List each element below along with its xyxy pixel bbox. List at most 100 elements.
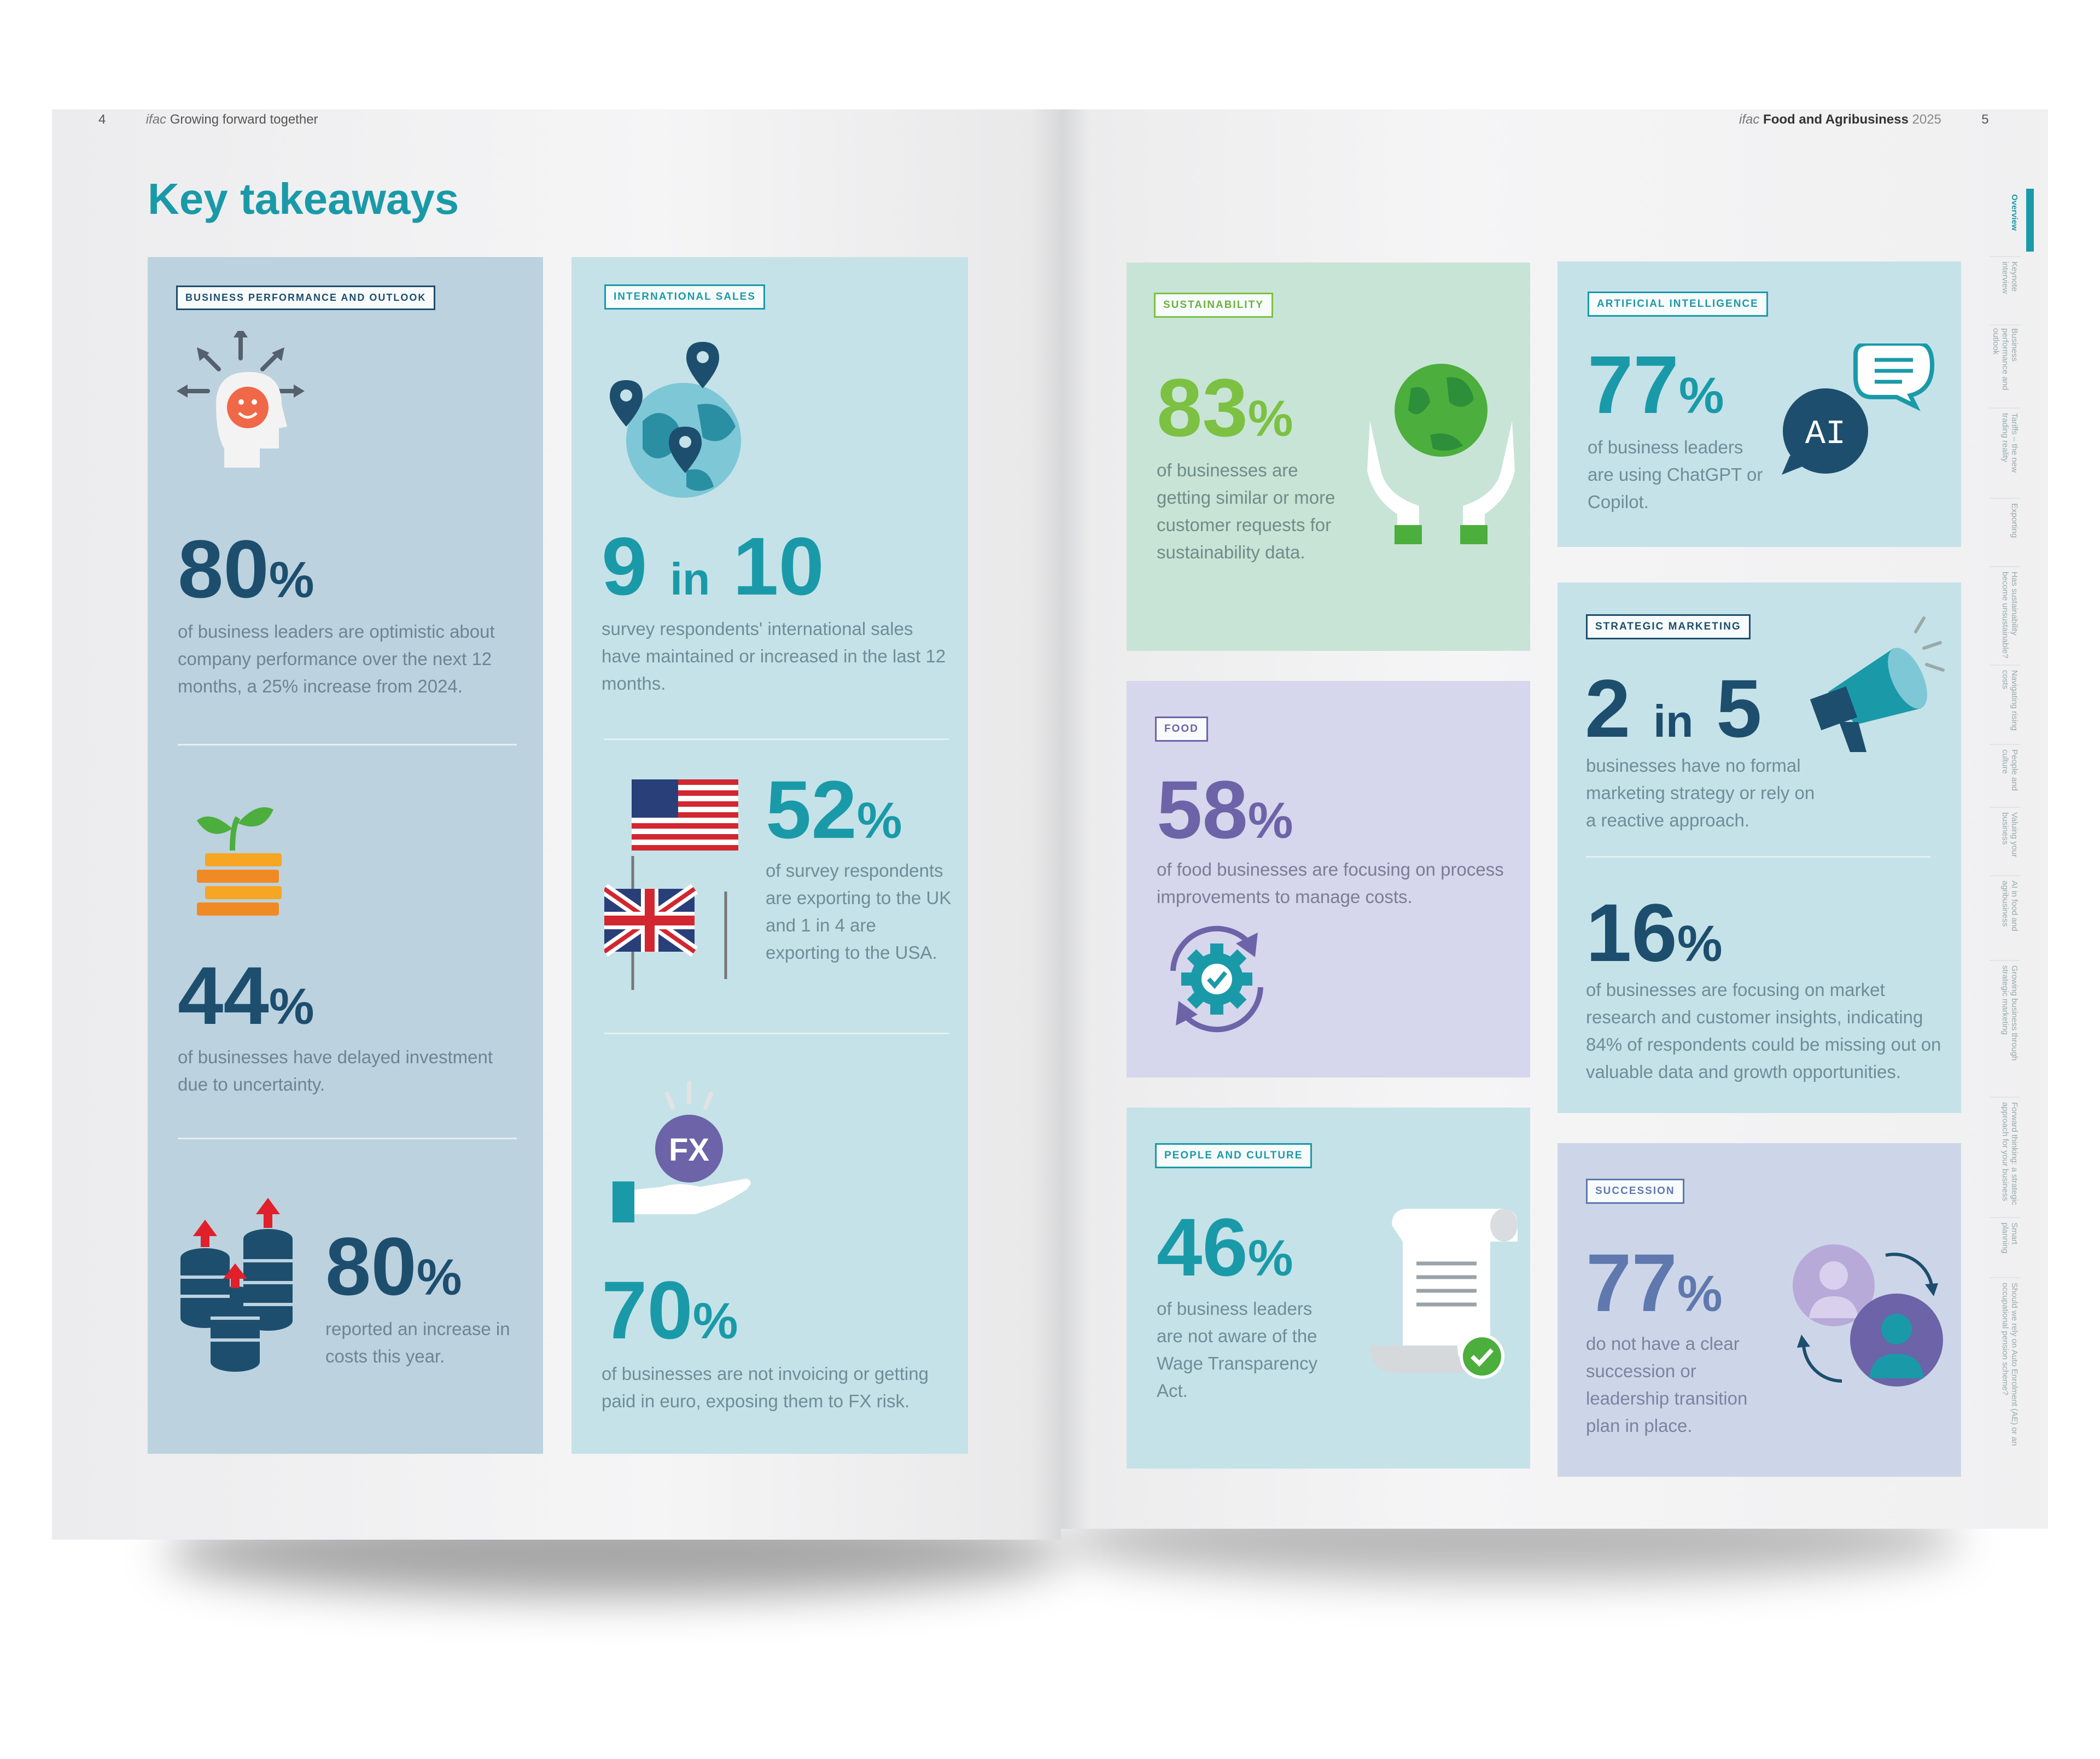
stat-marketing-in: in xyxy=(1653,696,1694,747)
stat-investment-value: 44% xyxy=(178,954,314,1036)
coins-plant-icon xyxy=(197,807,282,916)
stat-costs-value: 80% xyxy=(325,1225,462,1307)
side-tab-people-culture[interactable]: People and culture xyxy=(2000,749,2019,791)
stat-fx-value: 70% xyxy=(602,1269,738,1351)
panel-strategic-marketing: STRATEGIC MARKETING 2 in 5 businesses ha… xyxy=(1558,583,1961,1113)
stat-sales-fraction: 9 in 10 xyxy=(602,525,824,607)
side-tab-rising-costs[interactable]: Navigating rising costs xyxy=(2000,670,2019,731)
left-header: 4 ifac Growing forward together xyxy=(98,112,318,127)
tab-separator xyxy=(1990,407,2020,409)
stat-people-number: 46 xyxy=(1157,1201,1248,1293)
panel-people-and-culture: PEOPLE AND CULTURE 46% of business leade… xyxy=(1127,1108,1530,1469)
coin-stacks-icon xyxy=(180,1198,293,1372)
side-tab-smart-planning[interactable]: Smart planning xyxy=(2000,1222,2019,1254)
stat-succession-value: 77% xyxy=(1586,1242,1723,1324)
tag-business-performance: BUSINESS PERFORMANCE AND OUTLOOK xyxy=(176,286,436,310)
stat-people-unit: % xyxy=(1247,1230,1293,1286)
brand-logo: ifac xyxy=(145,112,167,127)
stat-people-value: 46% xyxy=(1157,1206,1293,1288)
globe-pins-icon xyxy=(610,342,741,498)
stat-optimism-text: of business leaders are optimistic about… xyxy=(178,621,495,696)
side-tab-ai[interactable]: AI in food and agribusiness xyxy=(2000,881,2019,931)
stat-research-number: 16 xyxy=(1586,887,1677,978)
stat-ai-number: 77 xyxy=(1588,339,1679,430)
stat-optimism-value: 80% xyxy=(178,528,314,610)
stat-succession-unit: % xyxy=(1677,1265,1723,1322)
brand-logo: ifac xyxy=(1739,112,1760,127)
stat-exporting-value: 52% xyxy=(766,768,902,851)
stat-ai-value: 77% xyxy=(1588,343,1724,426)
stat-ai-text: of business leaders are using ChatGPT or… xyxy=(1588,437,1763,512)
tab-separator xyxy=(1990,498,2020,499)
stat-exporting-unit: % xyxy=(856,792,902,849)
side-tab-sustainability[interactable]: Has sustainability become unsustainable? xyxy=(2000,572,2019,659)
stat-investment-number: 44 xyxy=(178,950,269,1041)
people-transition-icon xyxy=(1793,1244,1943,1387)
us-uk-flags-icon xyxy=(604,779,738,990)
panel-succession: SUCCESSION 77% do not have a clear succe… xyxy=(1558,1143,1961,1477)
side-tab-tariffs[interactable]: Tariffs – the new trading reality xyxy=(2000,413,2019,473)
tag-people-and-culture: PEOPLE AND CULTURE xyxy=(1155,1143,1312,1168)
stat-costs-text: reported an increase in costs this year. xyxy=(325,1319,510,1366)
divider xyxy=(604,738,949,740)
tab-separator xyxy=(1990,566,2020,567)
stat-marketing-denominator: 5 xyxy=(1716,662,1762,754)
stat-sales-numerator: 9 xyxy=(602,520,648,612)
tab-separator xyxy=(1990,665,2020,666)
side-tab-forward-thinking[interactable]: Forward thinking: a strategic approach f… xyxy=(2000,1102,2019,1205)
stat-exporting-number: 52 xyxy=(766,764,857,855)
tab-separator xyxy=(1990,960,2020,961)
tab-separator xyxy=(1990,1217,2020,1218)
stat-marketing-numerator: 2 xyxy=(1585,662,1631,754)
stat-succession-number: 77 xyxy=(1586,1237,1677,1329)
stat-optimism-unit: % xyxy=(269,551,314,608)
megaphone-icon xyxy=(1810,616,1945,752)
panel-international-sales: INTERNATIONAL SALES 9 in 10 survey respo… xyxy=(571,257,968,1454)
running-title: Growing forward together xyxy=(170,112,318,127)
tab-separator xyxy=(1990,1097,2020,1098)
stat-food-text: of food businesses are focusing on proce… xyxy=(1157,859,1504,907)
tab-separator xyxy=(1990,324,2020,325)
panel-food: FOOD 58% of food businesses are focusing… xyxy=(1127,681,1530,1077)
divider xyxy=(604,1033,949,1034)
tab-separator xyxy=(1990,256,2020,257)
tab-separator xyxy=(1990,807,2020,808)
page-number: 5 xyxy=(1981,112,1989,127)
publication-title: Food and Agribusiness xyxy=(1763,112,1909,127)
tab-separator xyxy=(1990,1277,2020,1278)
stat-investment-unit: % xyxy=(269,978,314,1035)
stat-sustainability-text: of businesses are getting similar or mor… xyxy=(1157,460,1335,562)
stat-fx-text: of businesses are not invoicing or getti… xyxy=(602,1364,929,1411)
stat-research-unit: % xyxy=(1677,915,1723,972)
side-tab-exporting[interactable]: Exporting xyxy=(2010,503,2019,538)
stat-people-text: of business leaders are not aware of the… xyxy=(1157,1298,1318,1401)
stat-fx-unit: % xyxy=(692,1292,738,1349)
side-tab-overview[interactable]: Overview xyxy=(2010,194,2019,231)
stat-ai-unit: % xyxy=(1678,367,1724,424)
side-tab-strategic-marketing[interactable]: Growing business through strategic marke… xyxy=(2000,965,2019,1061)
side-tab-business-performance[interactable]: Business performance and outlook xyxy=(1991,328,2019,391)
stat-research-value: 16% xyxy=(1586,892,1723,974)
side-tab-keynote[interactable]: Keynote interview xyxy=(2000,261,2019,294)
tag-sustainability: SUSTAINABILITY xyxy=(1154,293,1273,318)
tag-strategic-marketing: STRATEGIC MARKETING xyxy=(1586,614,1751,639)
fx-coin-hand-icon: FX xyxy=(612,1081,751,1222)
scroll-document-icon xyxy=(1370,1209,1518,1379)
divider xyxy=(1586,856,1930,858)
panel-business-performance: BUSINESS PERFORMANCE AND OUTLOOK 80% of … xyxy=(148,257,543,1454)
publication-year: 2025 xyxy=(1912,112,1941,127)
stat-food-unit: % xyxy=(1247,792,1293,849)
head-arrows-icon xyxy=(177,331,305,468)
stat-food-number: 58 xyxy=(1157,764,1248,855)
side-tab-pension[interactable]: Should we rely on Auto Enrolment (AE) or… xyxy=(2000,1283,2019,1446)
stat-fx-number: 70 xyxy=(602,1264,693,1356)
stat-sales-text: survey respondents' international sales … xyxy=(602,619,946,694)
stat-marketing-fraction: 2 in 5 xyxy=(1585,667,1762,749)
tag-food: FOOD xyxy=(1155,717,1208,742)
side-tab-valuing[interactable]: Valuing your business xyxy=(2000,812,2019,858)
side-tab-active-marker xyxy=(2026,189,2034,252)
stat-sales-in: in xyxy=(670,554,710,604)
stat-succession-text: do not have a clear succession or leader… xyxy=(1586,1333,1748,1436)
tag-international-sales: INTERNATIONAL SALES xyxy=(604,284,766,310)
ai-chat-icon: AI xyxy=(1782,343,1935,475)
